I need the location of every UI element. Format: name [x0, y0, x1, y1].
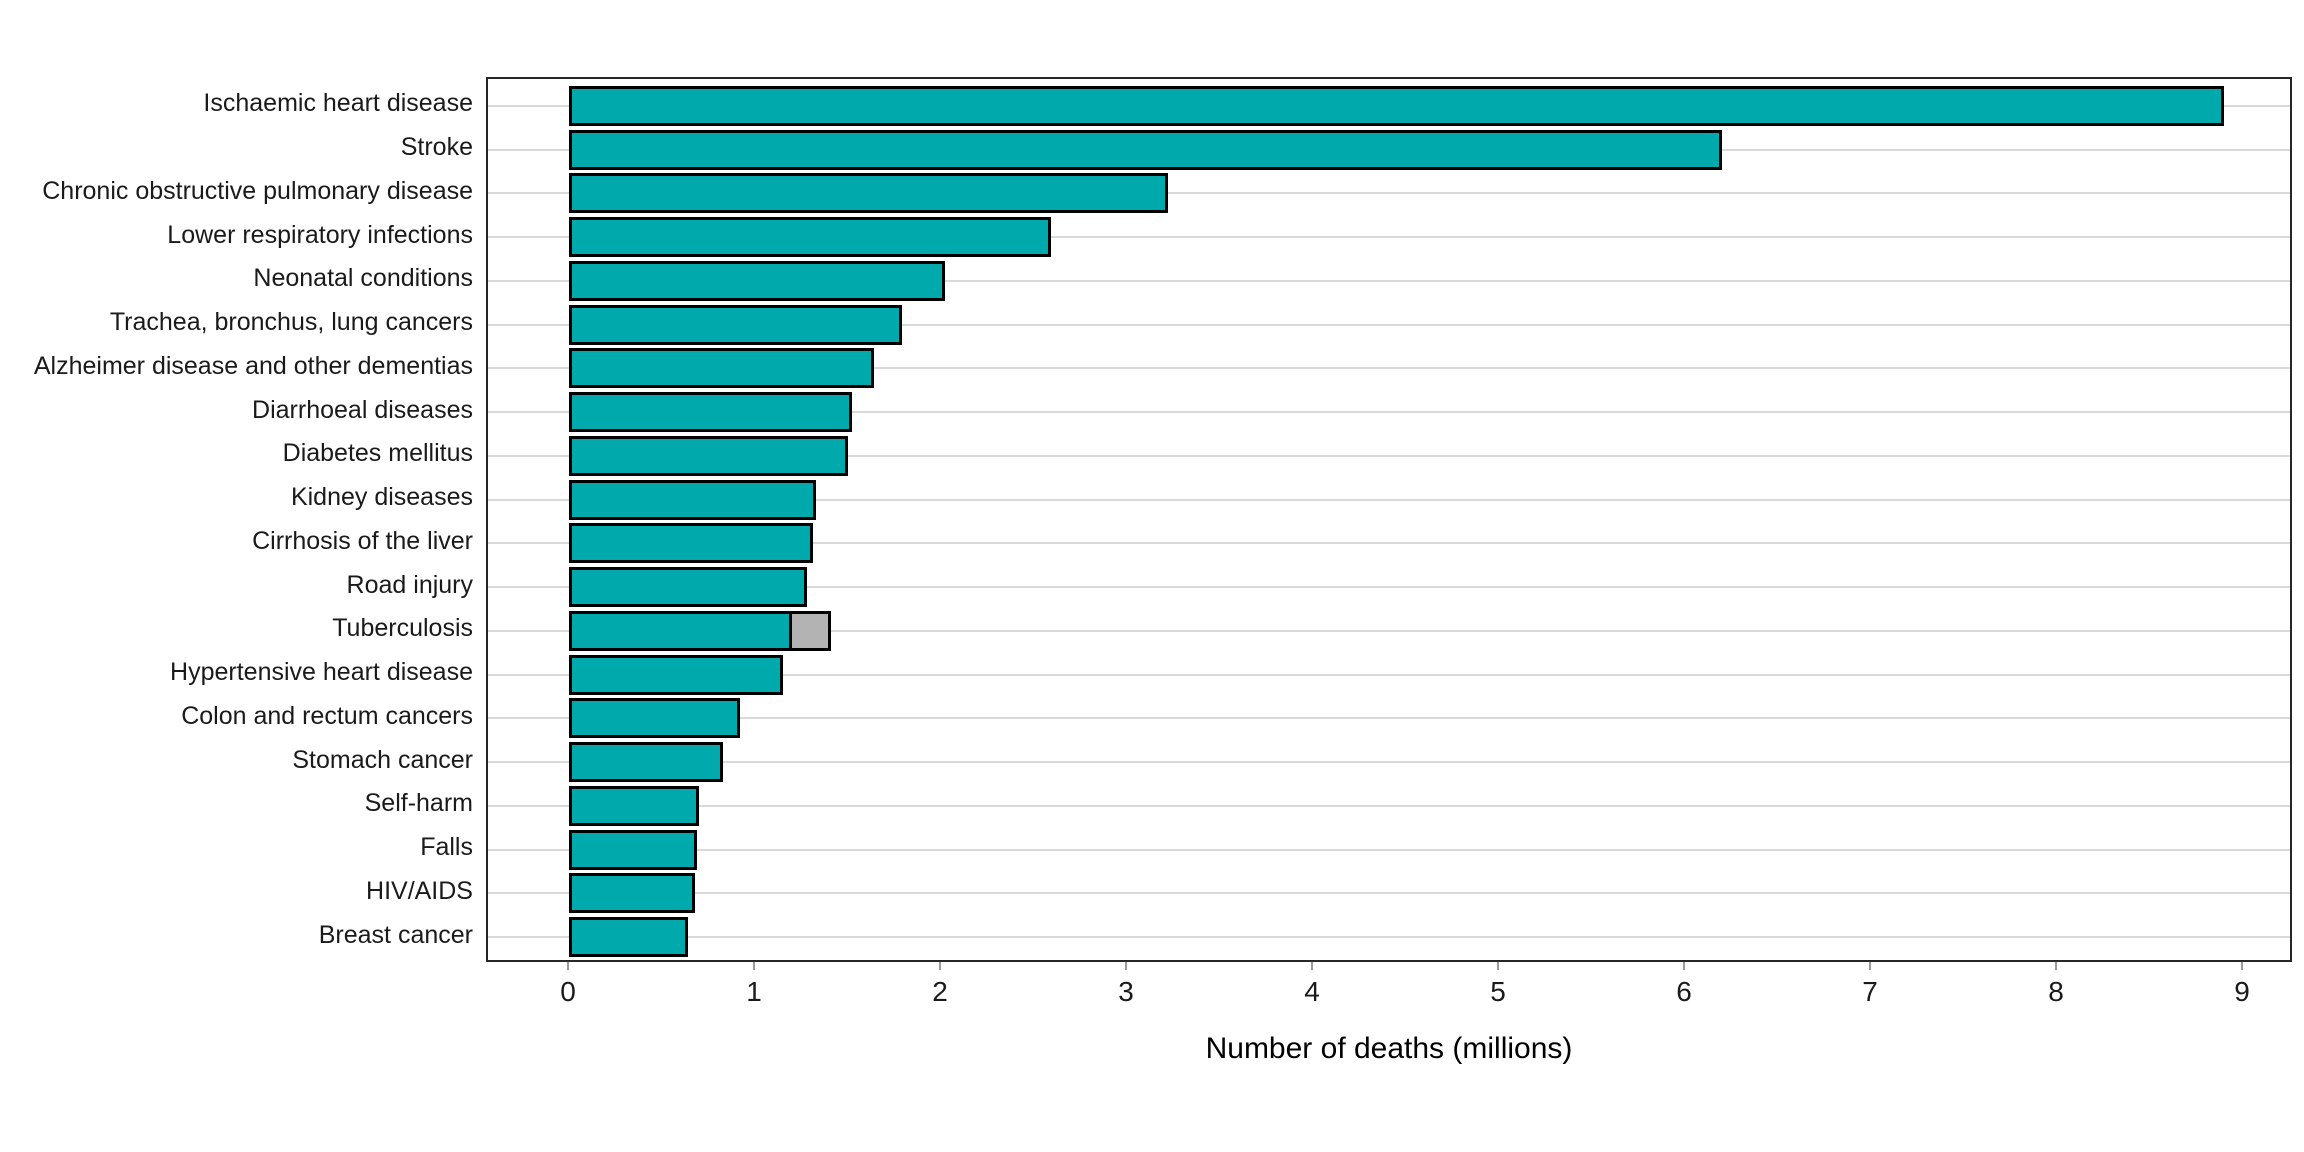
x-tick-mark	[1869, 962, 1871, 970]
category-gridline	[488, 454, 2290, 457]
bar-segment-primary	[569, 260, 945, 301]
bar-segment-primary	[569, 829, 697, 870]
category-label: Hypertensive heart disease	[170, 658, 473, 687]
x-tick-label: 4	[1304, 976, 1320, 1007]
x-tick-mark	[1497, 962, 1499, 970]
bar-segment-primary	[569, 523, 813, 564]
category-label: Tuberculosis	[332, 614, 473, 643]
bar-segment-primary	[569, 348, 874, 389]
category-label: Self-harm	[364, 789, 473, 818]
x-tick-mark	[2055, 962, 2057, 970]
bar-segment-primary	[569, 785, 699, 826]
category-label: Stomach cancer	[292, 745, 473, 774]
x-tick-label: 5	[1490, 976, 1506, 1007]
category-label: Diabetes mellitus	[282, 439, 473, 468]
category-label: HIV/AIDS	[366, 876, 473, 905]
x-tick-mark	[1311, 962, 1313, 970]
category-gridline	[488, 586, 2290, 589]
category-gridline	[488, 848, 2290, 851]
category-gridline	[488, 236, 2290, 239]
x-tick-label: 6	[1676, 976, 1692, 1007]
x-tick-mark	[1125, 962, 1127, 970]
category-gridline	[488, 498, 2290, 501]
category-gridline	[488, 279, 2290, 282]
bar-segment-primary	[569, 304, 902, 345]
category-label: Ischaemic heart disease	[203, 89, 473, 118]
x-tick-label: 8	[2048, 976, 2064, 1007]
x-tick-label: 0	[560, 976, 576, 1007]
category-gridline	[488, 804, 2290, 807]
x-tick-label: 2	[932, 976, 948, 1007]
category-gridline	[488, 761, 2290, 764]
category-label: Breast cancer	[318, 920, 473, 949]
bar-segment-primary	[569, 392, 852, 433]
category-label: Stroke	[400, 133, 473, 162]
category-gridline	[488, 717, 2290, 720]
category-label: Alzheimer disease and other dementias	[33, 351, 473, 380]
category-gridline	[488, 542, 2290, 545]
x-tick-label: 7	[1862, 976, 1878, 1007]
bar-segment-primary	[569, 917, 688, 958]
category-gridline	[488, 936, 2290, 939]
category-gridline	[488, 673, 2290, 676]
bar-segment-primary	[569, 217, 1051, 258]
category-label: Cirrhosis of the liver	[252, 526, 473, 555]
x-tick-mark	[939, 962, 941, 970]
category-label: Colon and rectum cancers	[181, 701, 473, 730]
bar-segment-primary	[569, 742, 723, 783]
x-tick-label: 1	[746, 976, 762, 1007]
category-gridline	[488, 892, 2290, 895]
bar-segment-primary	[569, 435, 848, 476]
x-tick-mark	[1683, 962, 1685, 970]
plot-panel	[486, 77, 2292, 962]
bar-segment-primary	[569, 173, 1168, 214]
bar-segment-primary	[569, 129, 1722, 170]
category-gridline	[488, 323, 2290, 326]
category-label: Kidney diseases	[290, 483, 473, 512]
bar-segment-primary	[569, 567, 807, 608]
x-tick-mark	[2241, 962, 2243, 970]
x-tick-mark	[567, 962, 569, 970]
x-axis-title: Number of deaths (millions)	[1205, 1032, 1573, 1065]
category-gridline	[488, 411, 2290, 414]
x-tick-label: 3	[1118, 976, 1134, 1007]
bar-segment-primary	[569, 698, 740, 739]
bar-segment-primary	[569, 873, 695, 914]
category-gridline	[488, 192, 2290, 195]
category-label: Trachea, bronchus, lung cancers	[109, 308, 473, 337]
category-label: Falls	[420, 833, 473, 862]
bar-segment-primary	[569, 479, 816, 520]
category-gridline	[488, 367, 2290, 370]
bar-segment-primary	[569, 654, 783, 695]
category-gridline	[488, 629, 2290, 632]
bar-segment-primary	[569, 85, 2224, 126]
bar-segment-secondary	[789, 610, 831, 651]
category-label: Diarrhoeal diseases	[252, 395, 473, 424]
category-label: Chronic obstructive pulmonary disease	[42, 176, 473, 205]
category-label: Lower respiratory infections	[167, 220, 473, 249]
bar-segment-primary	[569, 610, 792, 651]
x-tick-mark	[753, 962, 755, 970]
x-tick-label: 9	[2234, 976, 2250, 1007]
category-label: Neonatal conditions	[253, 264, 473, 293]
category-label: Road injury	[346, 570, 473, 599]
